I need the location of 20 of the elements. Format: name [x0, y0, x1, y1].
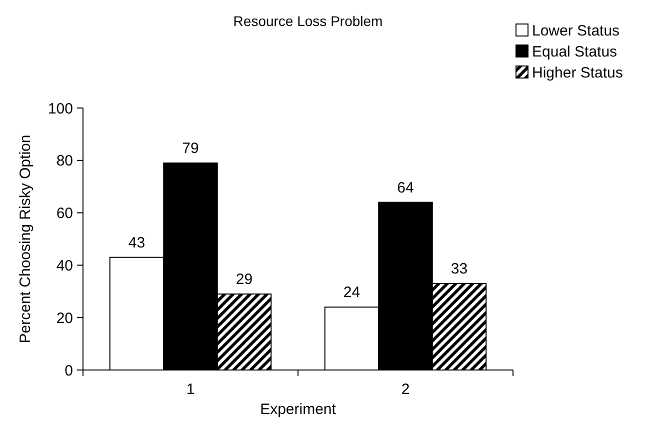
- y-tick-label: 20: [56, 310, 73, 327]
- y-tick-label: 80: [56, 152, 73, 170]
- data-label: 33: [450, 260, 468, 278]
- y-tick-label: 40: [56, 257, 73, 274]
- data-label: 24: [343, 284, 360, 302]
- y-tick-label: 0: [64, 362, 73, 380]
- x-axis-title: Experiment: [260, 401, 337, 418]
- legend-label: Higher Status: [532, 64, 623, 82]
- chart-title: Resource Loss Problem: [233, 13, 383, 29]
- data-label: 43: [128, 234, 146, 252]
- y-tick-label: 100: [48, 100, 73, 118]
- data-label: 29: [236, 271, 253, 288]
- legend-label: Lower Status: [532, 22, 620, 40]
- x-tick-label: 2: [401, 381, 410, 398]
- x-tick-label: 1: [186, 381, 195, 398]
- y-axis-title: Percent Choosing Risky Option: [17, 134, 34, 344]
- legend-label: Equal Status: [532, 43, 618, 60]
- y-tick-label: 60: [56, 205, 73, 222]
- data-label: 64: [397, 179, 414, 196]
- data-label: 79: [182, 140, 199, 158]
